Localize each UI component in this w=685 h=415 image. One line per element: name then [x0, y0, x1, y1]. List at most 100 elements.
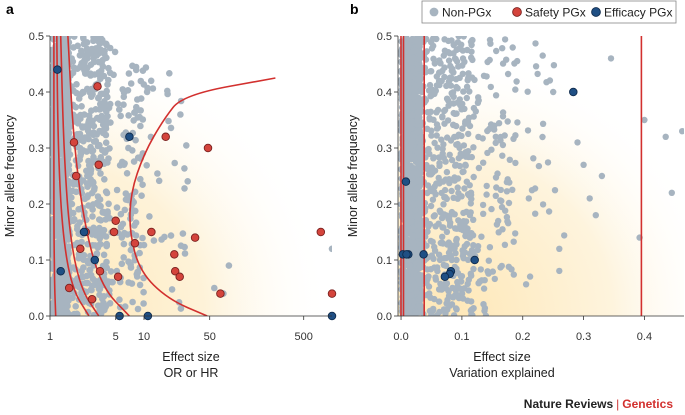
x-tick-label: 0.4 [637, 331, 652, 343]
non-pgx-point [446, 151, 453, 158]
y-tick-label: 0.5 [29, 31, 44, 43]
non-pgx-point [416, 183, 423, 190]
non-pgx-point [412, 207, 419, 214]
non-pgx-point [561, 232, 568, 239]
non-pgx-point [101, 47, 108, 55]
non-pgx-point [438, 214, 446, 222]
non-pgx-point [447, 82, 455, 89]
non-pgx-point [88, 148, 96, 155]
non-pgx-point [504, 70, 512, 78]
non-pgx-point [65, 100, 72, 107]
legend-label-efficacy: Efficacy PGx [604, 6, 672, 20]
non-pgx-point [501, 36, 509, 43]
non-pgx-point [120, 93, 128, 101]
non-pgx-point [446, 74, 454, 82]
non-pgx-point [483, 73, 490, 80]
legend-marker-non-pgx [429, 7, 439, 17]
non-pgx-point [462, 120, 469, 127]
non-pgx-point [130, 158, 138, 165]
non-pgx-point [102, 131, 110, 139]
non-pgx-point [50, 36, 54, 41]
non-pgx-point [96, 40, 103, 47]
non-pgx-point [125, 279, 132, 286]
non-pgx-point [426, 114, 433, 122]
non-pgx-point [474, 243, 482, 250]
non-pgx-point [78, 267, 85, 275]
non-pgx-point [443, 228, 451, 236]
non-pgx-point [451, 245, 458, 252]
non-pgx-point [130, 198, 137, 206]
non-pgx-point [93, 114, 101, 122]
non-pgx-point [475, 133, 482, 141]
non-pgx-point [439, 113, 446, 120]
efficacy-pgx-point [401, 177, 411, 186]
non-pgx-point [328, 245, 332, 253]
non-pgx-point [125, 112, 132, 119]
non-pgx-point [137, 122, 144, 130]
non-pgx-point [475, 164, 483, 172]
non-pgx-point [65, 236, 72, 243]
non-pgx-point [452, 162, 459, 169]
non-pgx-point [535, 162, 543, 170]
non-pgx-point [426, 81, 434, 89]
non-pgx-point [60, 165, 68, 172]
non-pgx-point [140, 300, 147, 307]
non-pgx-point [416, 222, 423, 229]
efficacy-pgx-point [402, 250, 411, 259]
non-pgx-point [532, 210, 539, 217]
non-pgx-point [83, 148, 90, 155]
non-pgx-point [464, 280, 471, 288]
non-pgx-point [405, 41, 412, 48]
non-pgx-point [122, 190, 130, 197]
non-pgx-point [425, 171, 433, 178]
non-pgx-point [418, 290, 425, 297]
non-pgx-point [129, 298, 136, 306]
non-pgx-point [450, 41, 458, 48]
non-pgx-point [117, 112, 124, 120]
non-pgx-point [431, 60, 438, 67]
non-pgx-point [424, 182, 432, 189]
safety-pgx-point [170, 250, 179, 259]
safety-pgx-point [175, 272, 184, 282]
non-pgx-point [90, 153, 97, 161]
non-pgx-point [506, 156, 513, 163]
non-pgx-point [460, 88, 467, 95]
non-pgx-point [448, 187, 455, 195]
non-pgx-point [492, 92, 500, 99]
non-pgx-point [139, 234, 146, 242]
safety-pgx-point [95, 266, 105, 276]
non-pgx-point [88, 189, 96, 197]
non-pgx-point [545, 208, 553, 215]
non-pgx-point [428, 68, 435, 75]
non-pgx-point [607, 55, 615, 62]
non-pgx-point [465, 74, 472, 82]
journal-credit: Nature Reviews | Genetics [524, 397, 673, 411]
non-pgx-point [82, 279, 90, 287]
non-pgx-point [85, 123, 92, 131]
non-pgx-point [467, 307, 475, 314]
non-pgx-point [86, 130, 93, 137]
non-pgx-point [85, 202, 92, 209]
non-pgx-point [106, 69, 114, 77]
non-pgx-point [478, 233, 485, 240]
non-pgx-point [467, 38, 475, 46]
non-pgx-point [136, 281, 144, 289]
non-pgx-point [84, 193, 91, 201]
non-pgx-point [96, 216, 103, 223]
efficacy-pgx-point [569, 87, 578, 97]
safety-pgx-point [130, 238, 140, 248]
non-pgx-point [102, 139, 110, 146]
non-pgx-point [90, 224, 97, 232]
non-pgx-point [443, 195, 450, 203]
non-pgx-point [432, 274, 439, 281]
non-pgx-point [85, 135, 92, 143]
non-pgx-point [184, 178, 191, 185]
non-pgx-point [479, 201, 487, 209]
non-pgx-point [463, 94, 470, 102]
non-pgx-point [592, 212, 599, 219]
non-pgx-point [450, 109, 457, 117]
non-pgx-point [414, 129, 421, 136]
non-pgx-point [89, 213, 96, 220]
x-tick-label: 0.1 [454, 331, 469, 343]
